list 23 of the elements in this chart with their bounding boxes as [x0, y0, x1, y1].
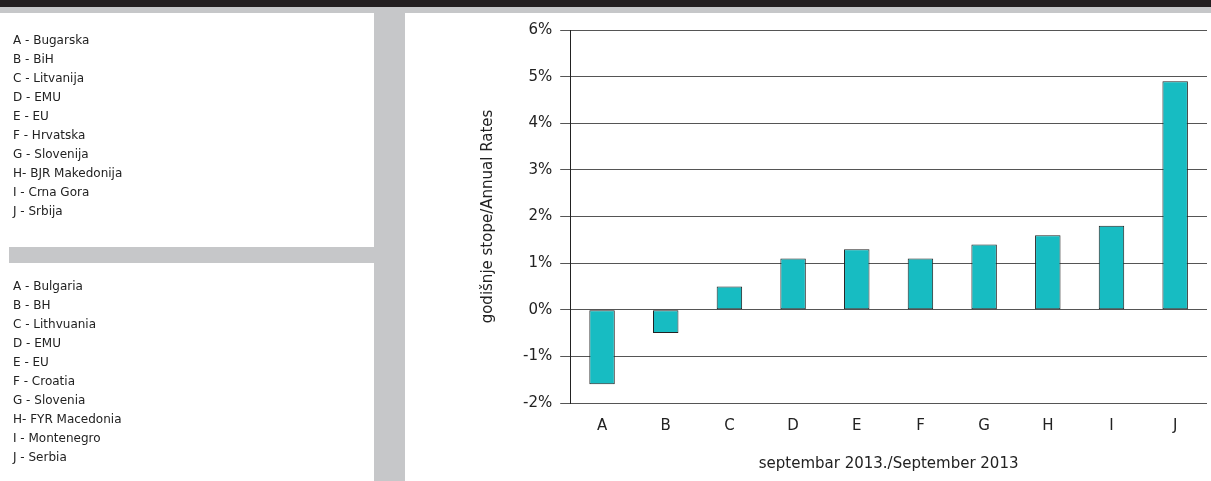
y-tick-label: 5% [528, 66, 553, 85]
x-axis-title: septembar 2013./September 2013 [758, 453, 1019, 472]
y-tick-label: -1% [522, 346, 553, 365]
y-tick-label: -2% [522, 392, 553, 411]
y-tick-label: 1% [528, 253, 553, 272]
x-tick-label: D [787, 415, 799, 434]
x-tick-label: A [596, 415, 608, 434]
x-tick-label: F [916, 415, 925, 434]
y-axis-title: godišnje stope/Annual Rates [477, 109, 496, 324]
y-tick-label: 4% [528, 113, 553, 132]
x-tick-label: G [978, 415, 990, 434]
text: A - Bugarska B - BiH C - Litvanija D - EMU E - EU F - Hrvatska G - Slovenija H- BJR Makedonija I - Crna Gora J - Srbija [13, 33, 123, 218]
x-tick-label: C [724, 415, 735, 434]
x-tick-label: I [1109, 415, 1114, 434]
y-tick-label: 3% [528, 159, 553, 178]
y-tick-label: 0% [528, 299, 553, 318]
x-tick-label: E [852, 415, 862, 434]
x-tick-label: J [1171, 415, 1178, 434]
text: A - Bulgaria B - BH C - Lithvuania D - EMU E - EU F - Croatia G - Slovenia H- FYR Macedonia I - Montenegro J - Serbia [13, 279, 122, 464]
y-tick-label: 6% [528, 19, 553, 38]
y-tick-label: 2% [528, 206, 553, 225]
x-tick-label: B [660, 415, 671, 434]
x-tick-label: H [1042, 415, 1054, 434]
